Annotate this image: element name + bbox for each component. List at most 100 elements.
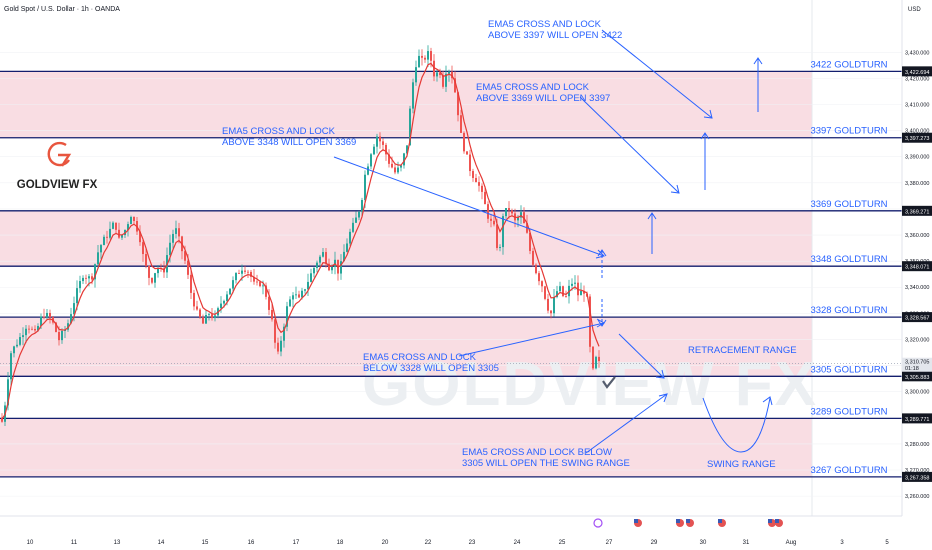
price-tag-text: 3,348.071 <box>905 265 929 271</box>
candle-body <box>406 145 408 154</box>
candle-body <box>301 290 303 298</box>
candle-body <box>313 267 315 274</box>
candle-body <box>361 199 363 212</box>
candle-body <box>421 55 423 58</box>
candle-body <box>499 247 501 249</box>
candle-body <box>112 222 114 229</box>
watermark-text: GOLDVIEW FX <box>362 350 818 419</box>
candle-body <box>322 252 324 257</box>
x-tick-label: 10 <box>27 540 34 546</box>
candle-body <box>478 182 480 186</box>
candle-body <box>70 314 72 324</box>
x-tick-label: 18 <box>337 540 344 546</box>
candle-body <box>250 271 252 277</box>
candle-body <box>343 251 345 262</box>
candle-body <box>208 314 210 316</box>
candle-body <box>454 78 456 93</box>
candle-body <box>442 75 444 87</box>
candle-body <box>502 216 504 248</box>
price-tag-text: 3,422.694 <box>905 70 929 76</box>
candle-body <box>277 342 279 352</box>
x-tick-label: 24 <box>514 540 521 546</box>
price-tag-text: 3,305.883 <box>905 375 929 381</box>
candle-body <box>175 228 177 234</box>
price-tag <box>902 312 932 323</box>
candle-body <box>49 312 51 318</box>
countdown-text: 01:18 <box>905 366 919 372</box>
swing-range-label: SWING RANGE <box>707 459 776 470</box>
candle-body <box>205 314 207 324</box>
candle-body <box>253 276 255 282</box>
candle-body <box>229 288 231 295</box>
candle-body <box>379 136 381 142</box>
event-icon[interactable] <box>593 518 603 528</box>
candle-body <box>154 273 156 283</box>
logo-text: GOLDVIEW FX <box>17 179 98 191</box>
us-flag-icon[interactable] <box>768 519 776 527</box>
candle-body <box>319 256 321 263</box>
candle-body <box>364 174 366 200</box>
candle-body <box>43 316 45 318</box>
price-tag <box>902 66 932 77</box>
us-flag-icon[interactable] <box>634 519 642 527</box>
candle-body <box>163 268 165 273</box>
candle-body <box>292 295 294 300</box>
annotation-swing-line1: EMA5 CROSS AND LOCK BELOW <box>462 447 612 458</box>
candle-body <box>82 277 84 282</box>
candle-body <box>13 346 15 354</box>
candle-body <box>58 332 60 341</box>
candle-body <box>298 294 300 298</box>
x-tick-label: 16 <box>248 540 255 546</box>
candle-body <box>400 165 402 168</box>
level-label: 3305 GOLDTURN <box>810 364 887 375</box>
candle-body <box>55 322 57 333</box>
annotation-swing-line2: 3305 WILL OPEN THE SWING RANGE <box>462 458 630 469</box>
candle-body <box>325 252 327 264</box>
candle-body <box>280 340 282 352</box>
candle-body <box>85 277 87 279</box>
us-flag-icon[interactable] <box>676 519 684 527</box>
candle-body <box>169 242 171 256</box>
candle-body <box>547 298 549 311</box>
price-tag <box>902 132 932 143</box>
price-tag-text: 3,289.771 <box>905 417 929 423</box>
candle-body <box>385 144 387 155</box>
candle-body <box>535 264 537 274</box>
us-flag-icon[interactable] <box>775 519 783 527</box>
time-axis[interactable]: 10 11 13 14 15 16 17 18 20 22 23 24 25 27 29 30 31 Aug 3 5 <box>0 515 902 546</box>
candle-body <box>328 263 330 271</box>
annotation-arrows <box>333 29 773 454</box>
candle-body <box>340 261 342 274</box>
candle-body <box>589 296 591 347</box>
annotation-3397-line2: ABOVE 3369 WILL OPEN 3397 <box>476 93 610 104</box>
candle-body <box>541 281 543 287</box>
price-axis[interactable]: USD 3,430.000 3,420.000 3,410.000 3,400.000… <box>901 0 932 550</box>
currency-label: USD <box>908 7 921 13</box>
candle-body <box>88 276 90 279</box>
candle-body <box>10 353 12 380</box>
candle-body <box>226 294 228 301</box>
candle-body <box>370 154 372 167</box>
y-tick-label: 3,280.000 <box>905 442 929 448</box>
candle-body <box>40 316 42 327</box>
x-tick-label: 20 <box>382 540 389 546</box>
y-tick-label: 3,320.000 <box>905 337 929 343</box>
candle-body <box>139 231 141 243</box>
x-tick-label: 14 <box>158 540 165 546</box>
candle-body <box>505 208 507 217</box>
candle-body <box>145 254 147 266</box>
candle-body <box>115 222 117 230</box>
candle-body <box>223 300 225 304</box>
candle-body <box>97 252 99 265</box>
candle-body <box>529 232 531 251</box>
us-flag-icon[interactable] <box>718 519 726 527</box>
y-tick-label: 3,360.000 <box>905 233 929 239</box>
zone-1 <box>0 210 812 267</box>
candle-body <box>157 268 159 274</box>
current-price-text: 3,310.705 <box>905 360 929 366</box>
candle-body <box>487 204 489 219</box>
us-flag-icon[interactable] <box>686 519 694 527</box>
candle-body <box>496 224 498 249</box>
y-tick-label: 3,390.000 <box>905 155 929 161</box>
